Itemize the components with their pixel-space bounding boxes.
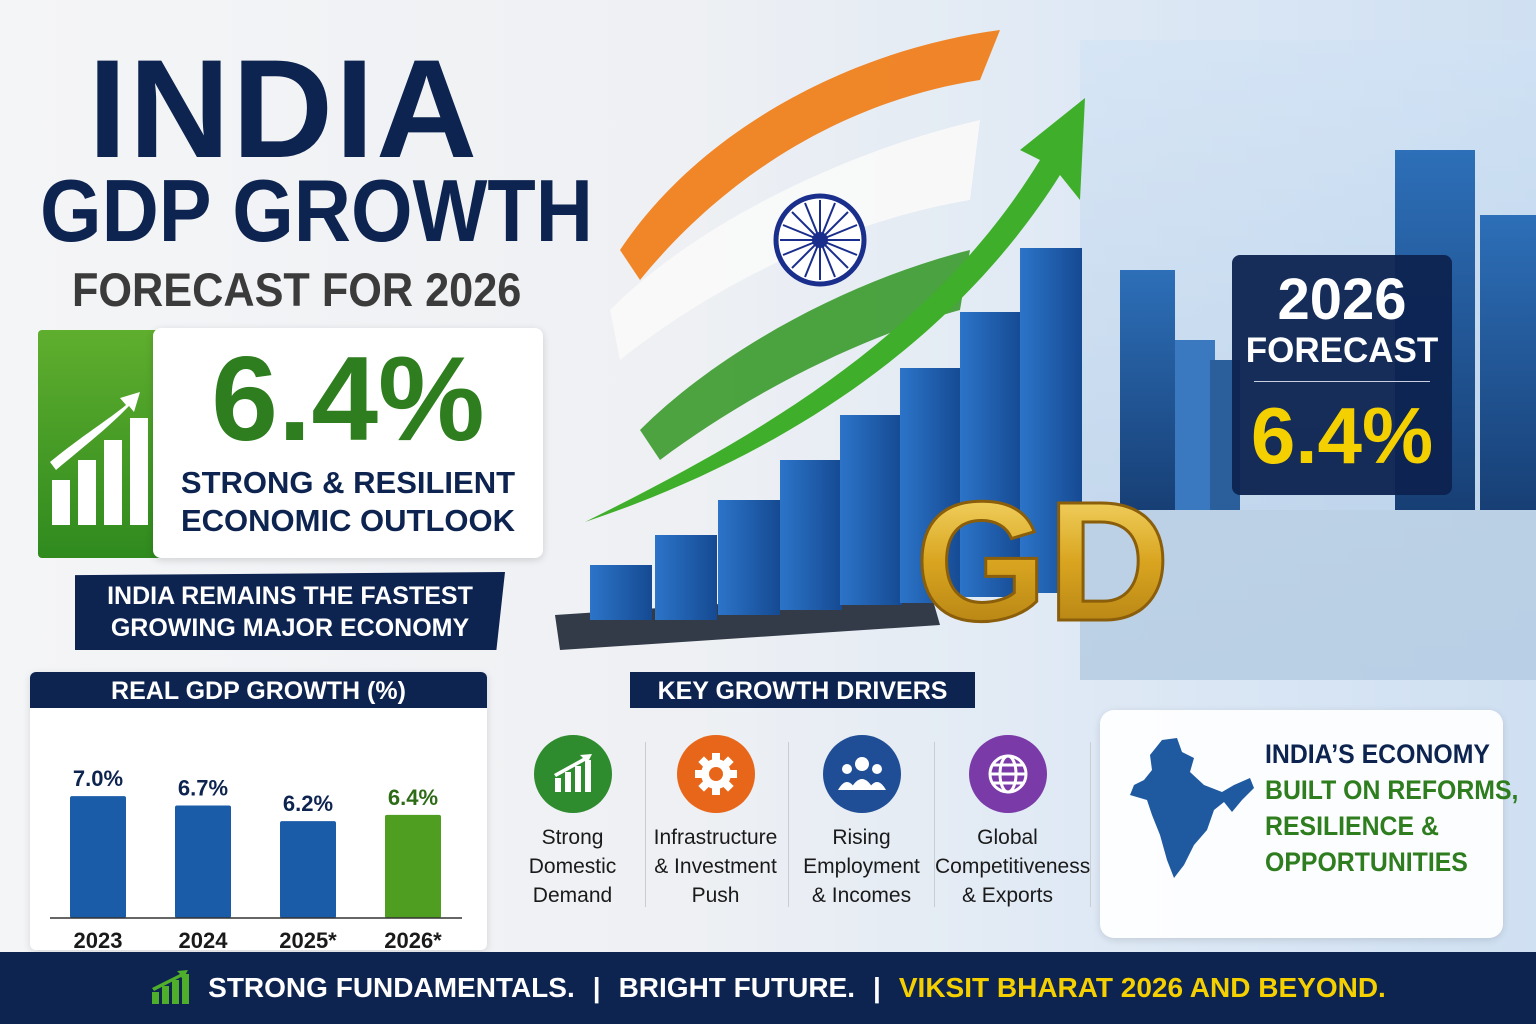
footer-text-3: VIKSIT BHARAT 2026 AND BEYOND. <box>898 972 1386 1003</box>
divider <box>934 742 935 907</box>
economy-card: INDIA’S ECONOMY BUILT ON REFORMS, RESILI… <box>1100 710 1518 938</box>
hero-bar <box>900 368 962 603</box>
forecast-year: 2026 <box>1277 267 1407 332</box>
page-tagline: FORECAST FOR 2026 <box>72 263 522 316</box>
gdp-growth-chart: REAL GDP GROWTH (%) 7.0% 2023 6.7% 2024 6.2%… <box>30 672 487 950</box>
headline-description: STRONG & RESILIENT ECONOMIC OUTLOOK <box>180 465 516 538</box>
growth-icon-box <box>38 330 168 558</box>
drivers-title: KEY GROWTH DRIVERS <box>630 672 975 708</box>
growth-chart-icon <box>152 970 190 1004</box>
hero-bar <box>655 535 717 620</box>
gear-icon <box>676 735 755 813</box>
divider <box>645 742 646 907</box>
page-subtitle: GDP GROWTH <box>40 161 593 260</box>
x-tick-label: 2025* <box>279 928 337 950</box>
x-tick-label: 2024 <box>179 928 229 950</box>
chart-bar <box>70 796 126 918</box>
driver-item: Infrastructure & Investment Push <box>643 735 788 910</box>
driver-label: Infrastructure & Investment Push <box>653 826 778 907</box>
chart-bar <box>385 814 441 918</box>
chart-title: REAL GDP GROWTH (%) <box>30 672 487 708</box>
hero-graphic: GDP <box>555 30 1170 659</box>
flag-saffron-stroke <box>620 30 1000 280</box>
chart-bar <box>280 821 336 918</box>
footer-text-2: BRIGHT FUTURE. <box>618 972 856 1003</box>
footer-text-1: STRONG FUNDAMENTALS. <box>208 972 575 1003</box>
headline-value: 6.4% <box>211 332 485 466</box>
divider <box>788 742 789 907</box>
flag-green-stroke <box>640 250 970 460</box>
headline-card: 6.4% STRONG & RESILIENT ECONOMIC OUTLOOK <box>153 328 543 558</box>
x-tick-label: 2026* <box>384 928 442 950</box>
footer-separator: | <box>592 972 601 1003</box>
forecast-card: 2026 FORECAST 6.4% <box>1232 255 1452 495</box>
divider <box>1254 381 1430 382</box>
hero-bar <box>590 565 652 620</box>
people-icon <box>822 735 901 813</box>
divider <box>1090 742 1091 907</box>
hero-bar <box>960 312 1022 597</box>
footer-separator: | <box>873 972 881 1003</box>
growth-arrow-icon <box>585 98 1085 522</box>
india-map-icon <box>1130 738 1254 878</box>
driver-label: Strong Domestic Demand <box>528 826 617 907</box>
economy-line2: BUILT ON REFORMS, <box>1265 775 1519 805</box>
bar-value-label: 6.4% <box>388 785 438 810</box>
hero-bar <box>718 500 780 615</box>
page-title: INDIA <box>88 30 480 187</box>
driver-label: Rising Employment & Incomes <box>803 826 920 907</box>
fastest-economy-banner: INDIA REMAINS THE FASTEST GROWING MAJOR … <box>75 572 505 650</box>
growth-chart-icon <box>50 392 148 525</box>
forecast-label: FORECAST <box>1245 331 1439 370</box>
economy-line3: RESILIENCE & <box>1265 811 1439 841</box>
economy-line1: INDIA’S ECONOMY <box>1265 739 1490 769</box>
gdp-3d-text: GDP <box>915 467 1170 657</box>
ashoka-chakra-icon <box>773 193 867 287</box>
footer-bar: STRONG FUNDAMENTALS. | BRIGHT FUTURE. | … <box>0 952 1536 1024</box>
hero-bar <box>1020 248 1082 593</box>
forecast-value: 6.4% <box>1250 391 1434 480</box>
chart-bar <box>175 805 231 918</box>
chart-plot: 7.0%20236.7%20246.2%2025*6.4%2026**Forec… <box>50 766 462 950</box>
driver-item: Rising Employment & Incomes <box>789 735 934 910</box>
driver-item: Strong Domestic Demand <box>500 735 645 910</box>
globe-icon <box>968 735 1047 813</box>
growth-chart-icon <box>533 735 612 813</box>
driver-item: Global Competitiveness & Exports <box>935 735 1091 910</box>
hero-bar <box>840 415 902 605</box>
bar-value-label: 7.0% <box>73 766 123 791</box>
bar-value-label: 6.2% <box>283 791 333 816</box>
x-tick-label: 2023 <box>74 928 123 950</box>
bar-value-label: 6.7% <box>178 776 228 801</box>
economy-line4: OPPORTUNITIES <box>1265 847 1468 877</box>
driver-label: Global Competitiveness & Exports <box>935 826 1091 907</box>
hero-bar <box>780 460 842 610</box>
